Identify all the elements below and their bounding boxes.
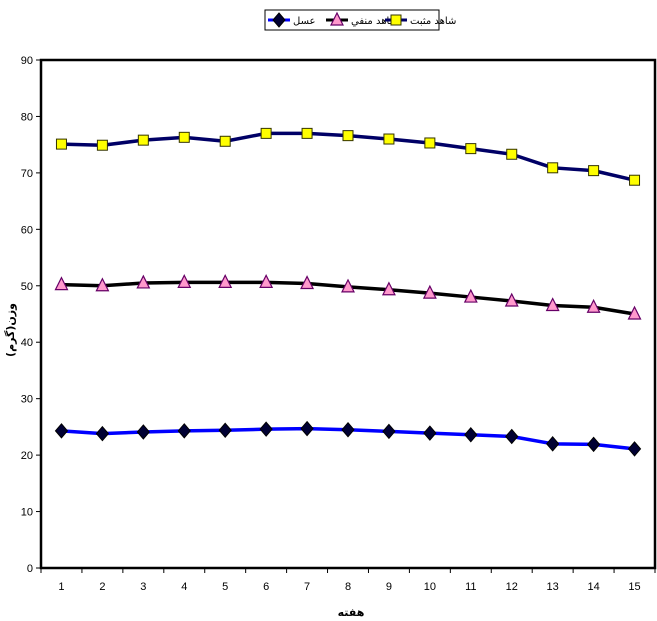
data-point — [177, 274, 192, 288]
data-point — [588, 165, 600, 177]
data-point — [136, 424, 150, 440]
data-point — [586, 298, 601, 313]
x-tick-label: 1 — [58, 581, 64, 593]
data-point — [218, 422, 232, 439]
data-point — [96, 139, 108, 151]
y-tick-label: 70 — [21, 168, 33, 180]
x-tick-label: 2 — [99, 581, 105, 593]
data-point — [137, 134, 149, 146]
y-tick-label: 80 — [21, 111, 33, 123]
data-point — [300, 420, 314, 437]
data-point — [300, 275, 315, 290]
data-point — [177, 423, 191, 439]
x-tick-label: 8 — [345, 581, 351, 593]
data-point — [259, 274, 274, 288]
data-point — [423, 425, 437, 441]
data-point — [54, 423, 69, 439]
y-tick-label: 20 — [21, 450, 33, 462]
legend-item: شاهد مثبت — [385, 14, 456, 27]
data-point — [381, 281, 396, 296]
x-tick-label: 9 — [386, 581, 392, 593]
data-point — [95, 277, 110, 292]
plot-area — [39, 58, 657, 570]
data-point — [382, 423, 396, 440]
y-tick-label: 90 — [21, 55, 33, 67]
x-tick-label: 3 — [140, 581, 146, 593]
data-point — [627, 305, 642, 320]
legend-swatch-marker — [330, 11, 344, 26]
data-point — [629, 174, 641, 186]
x-tick-label: 13 — [547, 581, 559, 593]
x-axis-label: هفته — [338, 606, 365, 619]
data-point — [547, 162, 559, 174]
legend-label: شاهد منفي — [351, 16, 398, 27]
data-point — [463, 288, 478, 303]
legend-label: شاهد مثبت — [410, 16, 456, 27]
x-tick-label: 6 — [263, 581, 269, 593]
plot-frame — [39, 58, 657, 570]
data-point — [506, 148, 518, 160]
legend-item: شاهد منفي — [326, 11, 398, 27]
y-tick-label: 60 — [21, 224, 33, 236]
series-3 — [55, 127, 641, 186]
data-point — [219, 135, 231, 147]
series-2 — [54, 274, 642, 320]
data-point — [341, 421, 355, 438]
data-point — [218, 274, 233, 288]
data-point — [259, 421, 273, 437]
data-point — [464, 427, 478, 443]
data-point — [545, 297, 560, 312]
data-point — [260, 127, 272, 139]
chart-legend: عسل شاهد منفي شاهد مثبت — [264, 9, 456, 31]
y-tick-label: 40 — [21, 337, 33, 349]
x-tick-label: 12 — [506, 581, 518, 593]
legend-label: عسل — [293, 16, 315, 27]
x-axis: 1 2 3 4 5 6 7 8 9 10 11 12 13 14 15 — [40, 568, 656, 593]
data-point — [627, 441, 642, 457]
data-point — [342, 130, 354, 142]
x-tick-label: 4 — [181, 581, 187, 593]
x-tick-label: 7 — [304, 581, 310, 593]
legend-swatch-marker — [390, 14, 402, 26]
data-point — [586, 436, 601, 453]
data-point — [95, 425, 110, 442]
data-point — [546, 436, 560, 452]
x-tick-label: 11 — [465, 581, 476, 593]
y-tick-label: 0 — [27, 563, 33, 575]
x-tick-label: 15 — [628, 581, 640, 593]
data-point — [301, 127, 313, 139]
data-point — [422, 284, 437, 299]
legend-swatch-marker — [272, 12, 286, 28]
data-point — [341, 278, 355, 293]
y-axis-label: وزن(گرم) — [4, 303, 17, 357]
data-point — [136, 274, 151, 289]
legend-item: عسل — [268, 12, 315, 28]
y-tick-label: 50 — [21, 281, 33, 293]
data-point — [178, 131, 190, 143]
x-tick-label: 10 — [424, 581, 436, 593]
data-point — [465, 143, 477, 155]
data-point — [424, 137, 436, 149]
data-point — [504, 292, 519, 307]
y-axis: 0 10 20 30 40 50 60 70 80 90 — [21, 55, 41, 575]
y-tick-label: 10 — [21, 507, 33, 519]
series-1 — [54, 420, 642, 457]
y-tick-label: 30 — [21, 394, 33, 406]
data-point — [383, 133, 395, 145]
data-point — [505, 428, 519, 445]
data-point — [54, 276, 69, 291]
data-point — [55, 138, 67, 150]
x-tick-label: 14 — [587, 581, 599, 593]
x-tick-label: 5 — [222, 581, 228, 593]
